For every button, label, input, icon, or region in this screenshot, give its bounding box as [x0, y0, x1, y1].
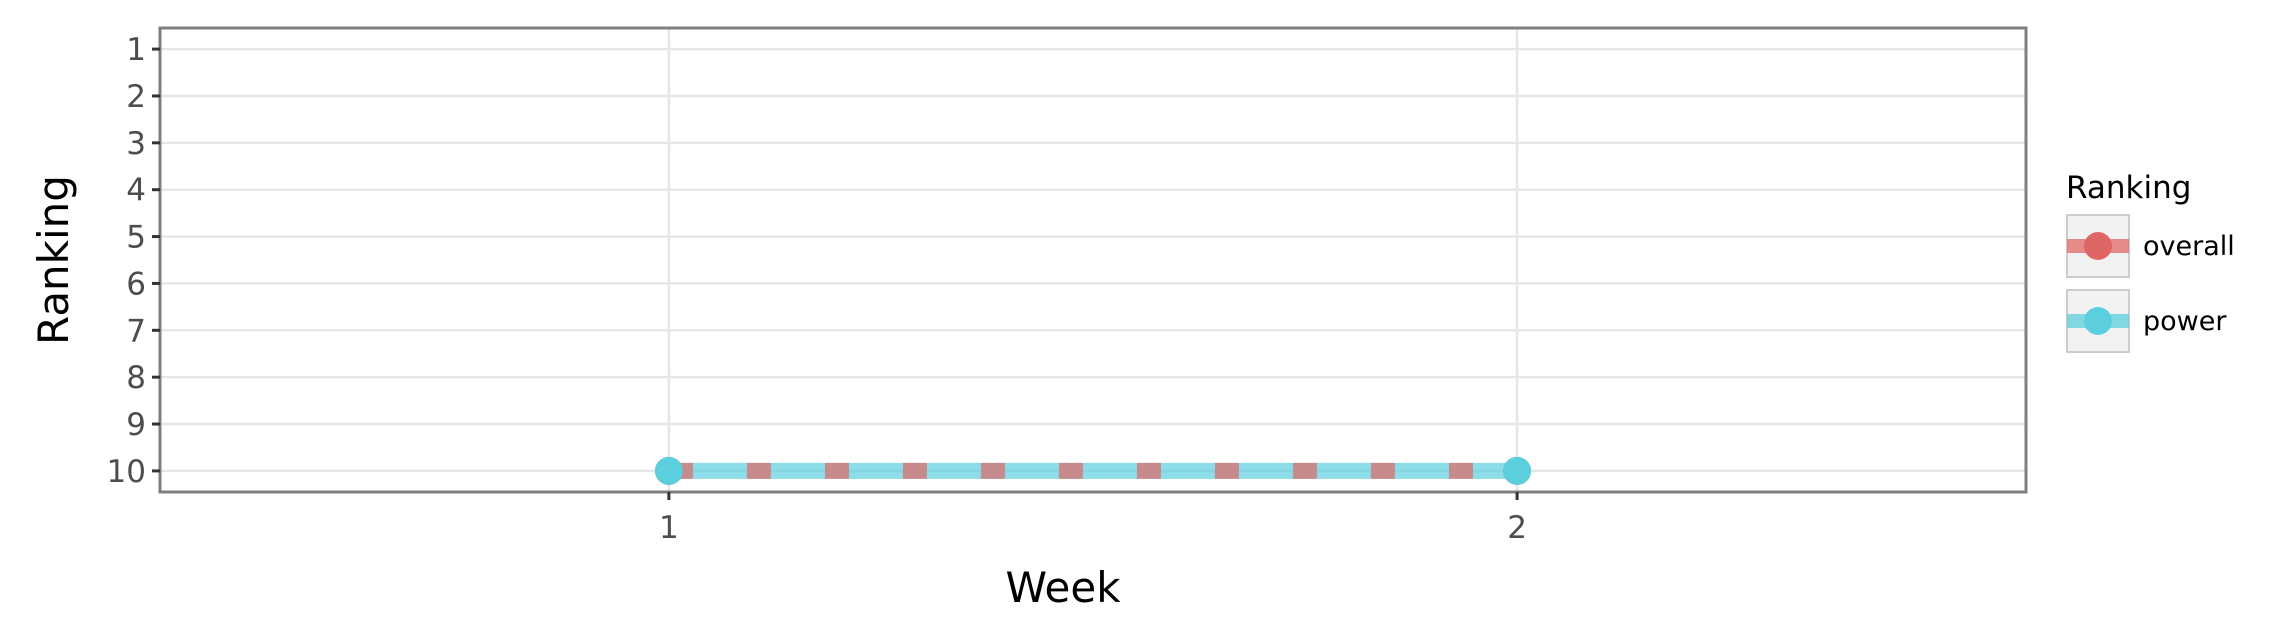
x-tick-label: 2 [1507, 510, 1527, 546]
legend-point-power [2084, 307, 2112, 335]
y-tick-label: 4 [126, 173, 146, 209]
y-tick-label: 10 [107, 454, 146, 490]
y-axis-title: Ranking [29, 175, 78, 345]
series-layer [654, 456, 1532, 485]
legend-label-overall: overall [2143, 231, 2235, 262]
legend-entries: overall power [2066, 214, 2235, 353]
legend-label-power: power [2143, 306, 2227, 337]
x-tick-label: 1 [659, 510, 679, 546]
data-point-power [1503, 456, 1532, 485]
grid-lines [160, 28, 2026, 492]
y-tick-label: 9 [126, 407, 146, 443]
legend: Ranking overall power [2066, 170, 2235, 353]
y-tick-label: 5 [126, 220, 146, 256]
y-tick-label: 1 [126, 32, 146, 68]
y-tick-label: 2 [126, 79, 146, 115]
legend-title: Ranking [2066, 170, 2191, 206]
x-axis-title: Week [1005, 563, 1121, 612]
y-axis-ticks: 1 2 3 4 5 6 7 8 9 10 [107, 32, 160, 490]
y-tick-label: 3 [126, 126, 146, 162]
y-tick-label: 6 [126, 266, 146, 302]
data-point-power [654, 456, 683, 485]
plot-border [158, 26, 2028, 494]
plot-panel [160, 28, 2026, 492]
legend-point-overall [2084, 232, 2112, 260]
y-tick-label: 8 [126, 360, 146, 396]
y-tick-label: 7 [126, 313, 146, 349]
